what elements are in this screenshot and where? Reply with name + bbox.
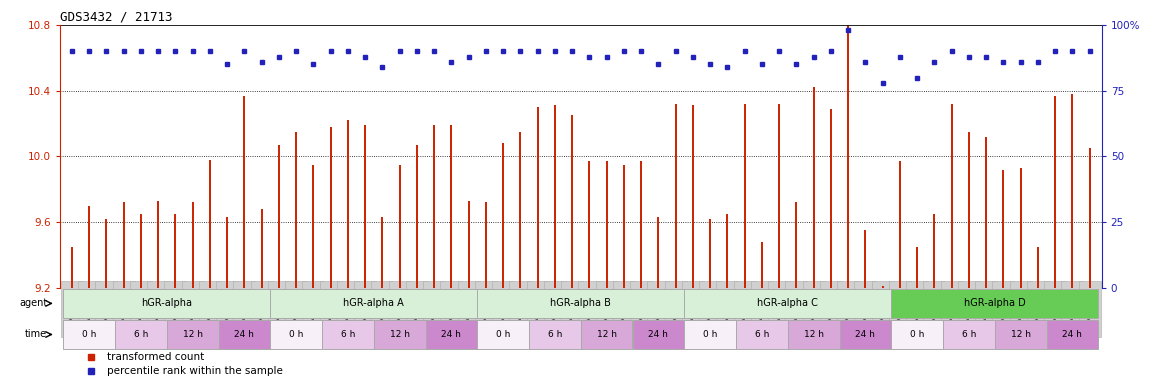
Text: 0 h: 0 h (496, 330, 511, 339)
Text: 0 h: 0 h (289, 330, 304, 339)
Bar (218, 320, 270, 349)
Text: hGR-alpha D: hGR-alpha D (964, 298, 1026, 308)
Bar (477, 289, 684, 318)
Text: 6 h: 6 h (961, 330, 976, 339)
Text: 24 h: 24 h (1063, 330, 1082, 339)
Text: hGR-alpha: hGR-alpha (141, 298, 192, 308)
Text: hGR-alpha C: hGR-alpha C (758, 298, 818, 308)
Text: 12 h: 12 h (1011, 330, 1030, 339)
Text: percentile rank within the sample: percentile rank within the sample (107, 366, 283, 376)
Bar (115, 320, 167, 349)
Bar (943, 320, 995, 349)
Bar (63, 320, 115, 349)
Text: hGR-alpha B: hGR-alpha B (551, 298, 611, 308)
Bar (529, 320, 581, 349)
Text: 6 h: 6 h (754, 330, 769, 339)
Bar (840, 320, 891, 349)
Bar (891, 320, 943, 349)
Bar (322, 320, 374, 349)
Bar (891, 289, 1098, 318)
Text: 12 h: 12 h (183, 330, 202, 339)
Text: 6 h: 6 h (340, 330, 355, 339)
Bar (63, 289, 270, 318)
Bar (477, 320, 529, 349)
Text: hGR-alpha A: hGR-alpha A (344, 298, 404, 308)
Bar (788, 320, 840, 349)
Bar (270, 320, 322, 349)
Text: 12 h: 12 h (597, 330, 616, 339)
Text: 24 h: 24 h (442, 330, 461, 339)
Bar (684, 289, 891, 318)
Text: 0 h: 0 h (82, 330, 97, 339)
Text: 12 h: 12 h (804, 330, 823, 339)
Bar (684, 320, 736, 349)
Bar (374, 320, 426, 349)
Text: 0 h: 0 h (703, 330, 718, 339)
Bar (632, 320, 684, 349)
Bar (270, 289, 477, 318)
Bar (581, 320, 632, 349)
Text: 6 h: 6 h (547, 330, 562, 339)
Bar (995, 320, 1046, 349)
Text: time: time (25, 329, 47, 339)
Text: 24 h: 24 h (856, 330, 875, 339)
Text: 24 h: 24 h (235, 330, 254, 339)
Text: 0 h: 0 h (910, 330, 925, 339)
Text: 12 h: 12 h (390, 330, 409, 339)
Text: agent: agent (20, 298, 47, 308)
Text: 6 h: 6 h (133, 330, 148, 339)
Bar (1046, 320, 1098, 349)
Bar (426, 320, 477, 349)
Text: transformed count: transformed count (107, 353, 204, 362)
Bar (167, 320, 218, 349)
Text: 24 h: 24 h (649, 330, 668, 339)
Text: GDS3432 / 21713: GDS3432 / 21713 (60, 11, 172, 24)
Bar (736, 320, 788, 349)
